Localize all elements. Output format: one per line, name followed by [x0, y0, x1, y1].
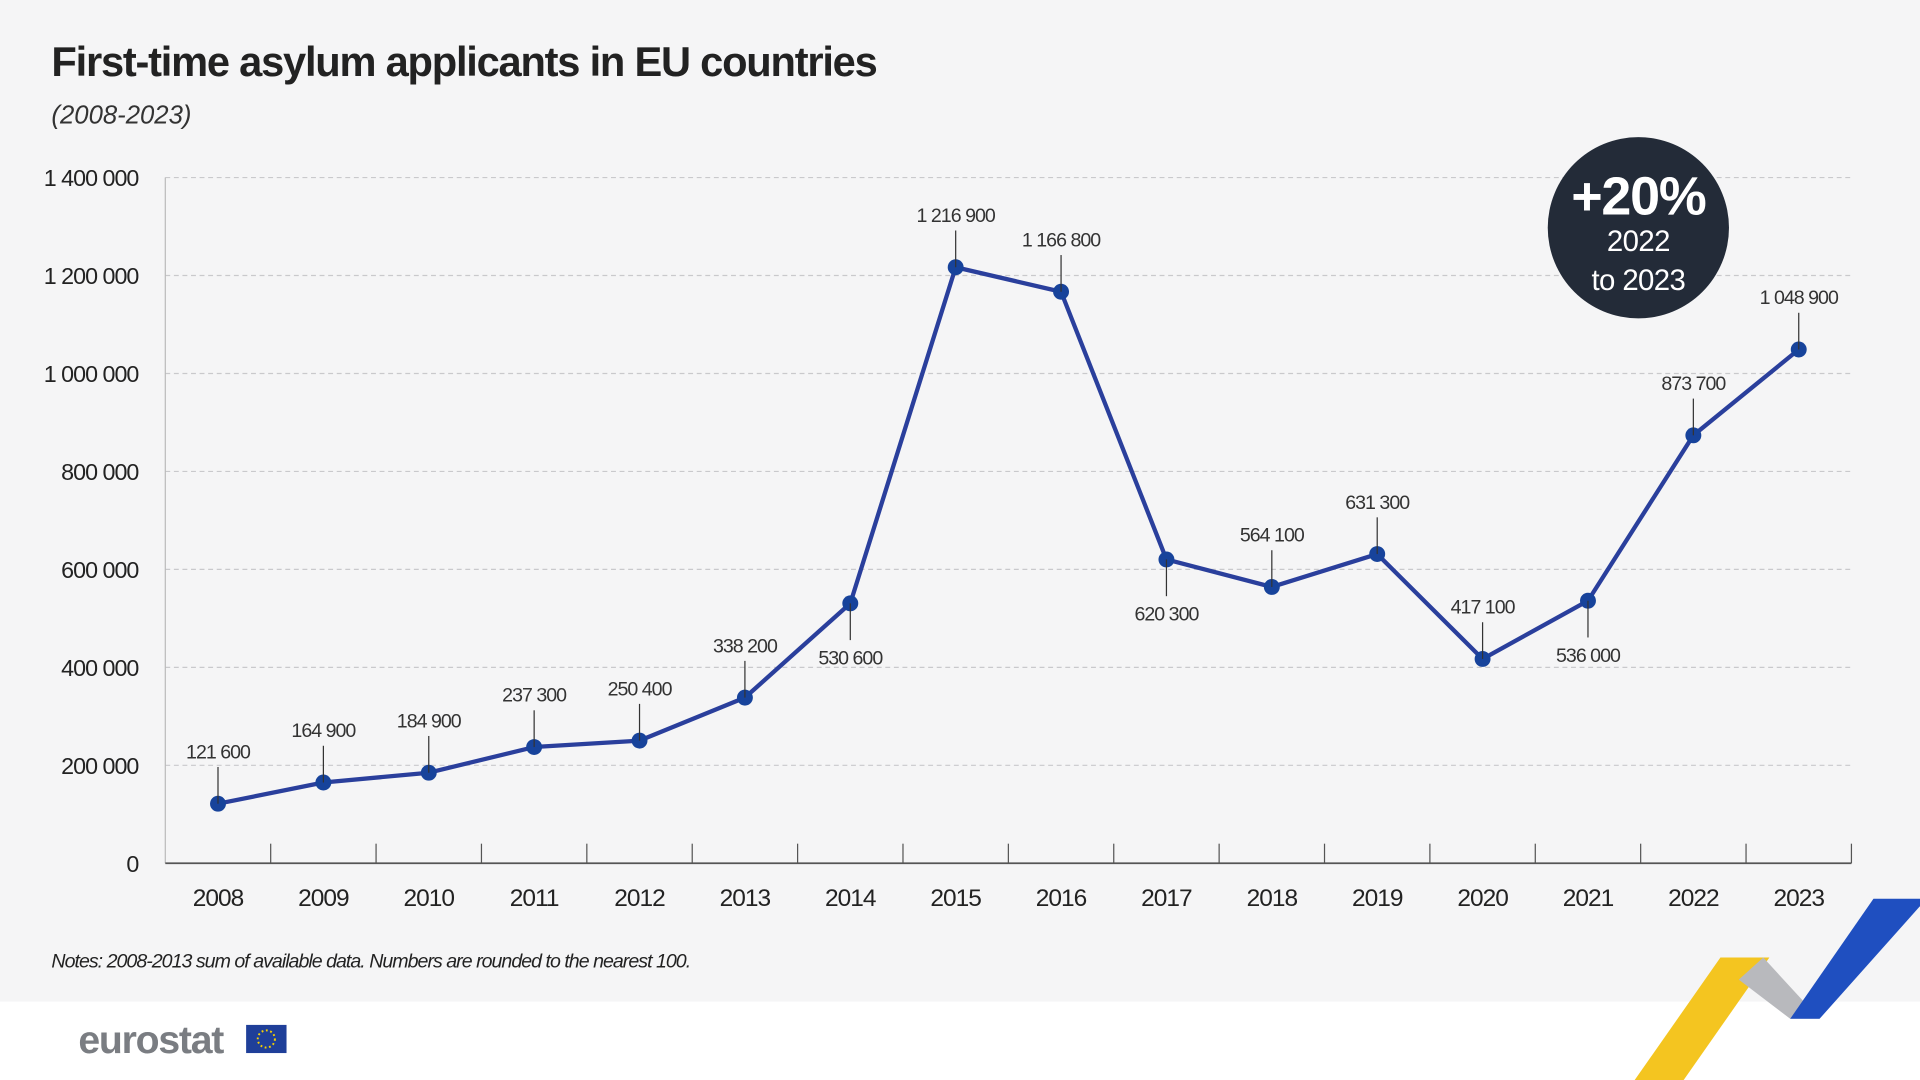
x-tick-label: 2019	[1352, 885, 1403, 912]
series-line-group	[210, 259, 1807, 812]
x-tick-label: 2018	[1247, 885, 1298, 912]
data-label: 536 000	[1556, 645, 1621, 667]
data-label: 873 700	[1661, 373, 1726, 395]
x-tick-label: 2022	[1668, 885, 1719, 912]
badge-circle	[1547, 137, 1729, 319]
x-tick-label: 2015	[930, 885, 981, 912]
data-point	[1263, 579, 1280, 595]
y-tick-label: 1 200 000	[44, 263, 140, 289]
eu-stars-icon	[256, 1029, 276, 1049]
logo-text: eurostat	[78, 1019, 224, 1062]
data-label: 338 200	[713, 635, 778, 657]
x-axis: 2008 2009 2010 2011 2012 2013 2014 2015 2016 2017…	[165, 843, 1853, 912]
y-tick-label: 600 000	[61, 557, 139, 583]
chart-title: First-time asylum applicants in EU count…	[51, 38, 876, 85]
y-axis: 0 200 000 400 000 600 000 800 000 1 000 000 1 …	[44, 165, 166, 877]
footer-band	[0, 1001, 1920, 1080]
decorative-ribbon-icon	[1634, 898, 1920, 1080]
data-label: 164 900	[291, 720, 356, 742]
chart-notes: Notes: 2008-2013 sum of available data. …	[51, 950, 690, 972]
data-label: 1 166 800	[1022, 229, 1101, 251]
chart-subtitle: (2008-2023)	[51, 102, 191, 130]
x-tick-label: 2021	[1563, 885, 1614, 912]
x-tick-label: 2013	[720, 885, 771, 912]
y-tick-label: 1 000 000	[44, 361, 140, 387]
data-point	[631, 732, 648, 749]
data-label: 417 100	[1451, 597, 1516, 619]
x-tick-label: 2009	[298, 885, 349, 912]
data-label: 631 300	[1345, 492, 1410, 514]
data-point	[736, 689, 753, 706]
data-point	[1685, 427, 1702, 444]
data-label: 530 600	[818, 648, 883, 670]
x-tick-label: 2016	[1036, 885, 1087, 912]
x-tick-label: 2010	[404, 885, 455, 912]
y-tick-label: 0	[126, 851, 139, 877]
data-point	[1474, 651, 1491, 667]
gridlines	[165, 176, 1852, 766]
y-tick-label: 800 000	[61, 459, 139, 485]
data-label: 1 048 900	[1760, 287, 1839, 309]
data-label: 564 100	[1240, 525, 1305, 547]
data-label: 620 300	[1134, 604, 1199, 626]
data-label: 237 300	[502, 685, 567, 707]
x-tick-label: 2008	[193, 885, 244, 912]
x-tick-label: 2023	[1773, 885, 1824, 912]
eu-flag-icon	[246, 1024, 287, 1054]
y-tick-label: 1 400 000	[44, 165, 140, 191]
x-tick-label: 2014	[825, 885, 876, 912]
data-point	[1053, 283, 1070, 300]
eurostat-logo: eurostat	[78, 1019, 287, 1062]
y-tick-label: 200 000	[61, 753, 139, 779]
data-label: 1 216 900	[917, 205, 996, 227]
badge-line1: 2022	[1607, 225, 1670, 258]
x-tick-label: 2017	[1141, 885, 1192, 912]
badge-line2: to 2023	[1592, 264, 1686, 297]
x-tick-label: 2020	[1457, 885, 1508, 912]
data-label: 184 900	[397, 710, 462, 732]
data-label: 121 600	[186, 741, 251, 763]
data-label: 250 400	[608, 678, 673, 700]
series-line	[217, 265, 1801, 806]
data-labels: 121 600 164 900 184 900 237 300 250 400 338 2…	[186, 205, 1840, 804]
x-tick-label: 2011	[510, 885, 559, 912]
y-tick-label: 400 000	[61, 655, 139, 681]
change-badge: +20% 2022 to 2023	[1547, 137, 1729, 319]
badge-value: +20%	[1571, 166, 1706, 226]
x-tick-label: 2012	[614, 885, 665, 912]
